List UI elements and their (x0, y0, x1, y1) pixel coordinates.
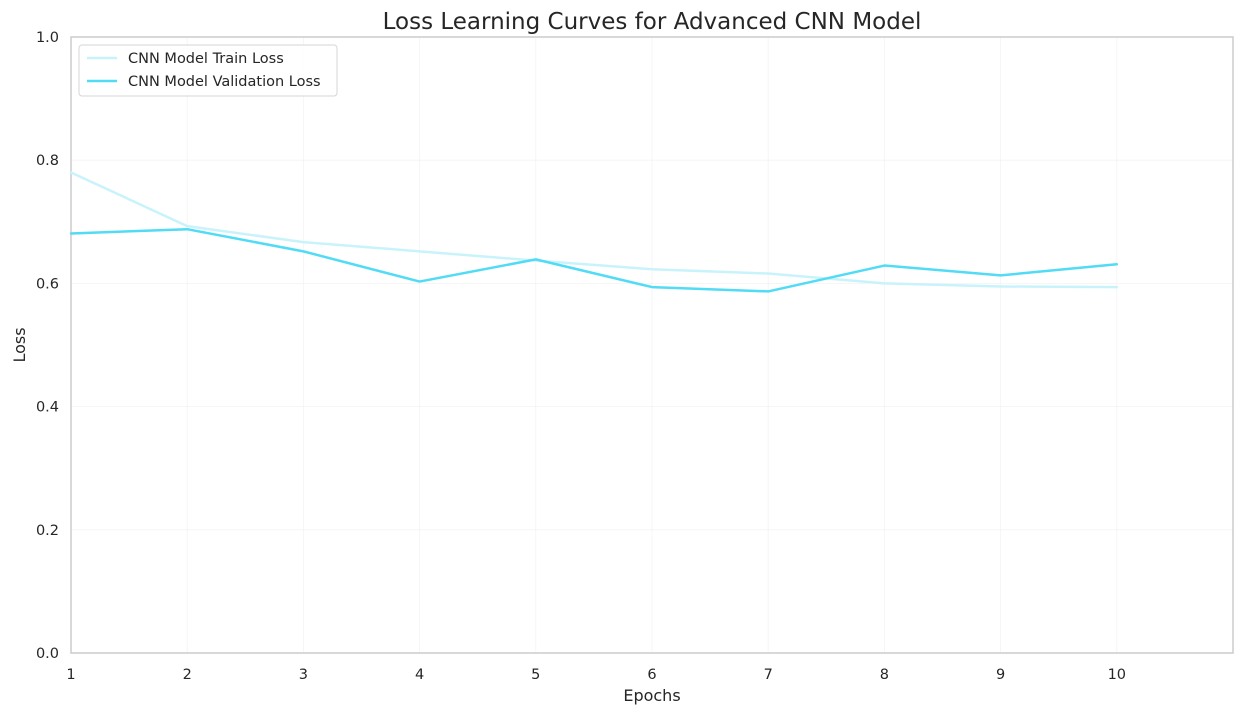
x-tick-label: 10 (1108, 667, 1126, 683)
grid (70, 36, 1233, 654)
y-tick-label: 0.2 (36, 523, 59, 539)
series-lines (69, 171, 1119, 293)
x-axis-ticks: 1 2 3 4 5 6 7 8 9 10 (66, 667, 1126, 683)
x-tick-label: 5 (531, 667, 540, 683)
legend-label-train: CNN Model Train Loss (128, 51, 284, 67)
y-tick-label: 0.0 (36, 646, 59, 662)
y-tick-label: 0.4 (36, 400, 59, 416)
y-tick-label: 0.8 (36, 153, 59, 169)
x-tick-label: 3 (299, 667, 308, 683)
chart-title: Loss Learning Curves for Advanced CNN Mo… (383, 9, 922, 35)
series-line-validation (69, 227, 1119, 293)
x-tick-label: 8 (880, 667, 889, 683)
x-tick-label: 2 (183, 667, 192, 683)
x-tick-label: 4 (415, 667, 424, 683)
x-tick-label: 6 (647, 667, 656, 683)
legend-label-validation: CNN Model Validation Loss (128, 74, 321, 90)
y-axis-label: Loss (10, 327, 29, 362)
x-tick-label: 9 (996, 667, 1005, 683)
x-tick-label: 1 (66, 667, 75, 683)
y-tick-label: 0.6 (36, 276, 59, 292)
plot-area (70, 36, 1234, 654)
x-axis-label: Epochs (623, 686, 680, 705)
series-line-train (69, 171, 1119, 289)
x-tick-label: 7 (764, 667, 773, 683)
legend: CNN Model Train Loss CNN Model Validatio… (78, 44, 338, 97)
y-axis-ticks: 0.0 0.2 0.4 0.6 0.8 1.0 (36, 30, 59, 662)
y-tick-label: 1.0 (36, 30, 59, 46)
legend-box (78, 44, 338, 97)
